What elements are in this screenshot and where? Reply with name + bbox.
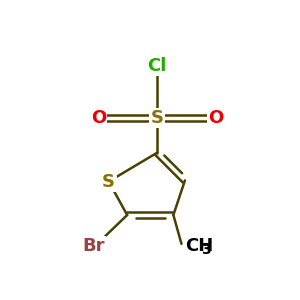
Text: S: S [151, 109, 164, 127]
Text: Br: Br [82, 237, 105, 255]
Text: S: S [102, 172, 115, 190]
Text: O: O [91, 109, 106, 127]
Text: CH: CH [185, 237, 213, 255]
Text: O: O [208, 109, 224, 127]
Text: 3: 3 [202, 243, 211, 257]
Text: Cl: Cl [148, 57, 167, 75]
